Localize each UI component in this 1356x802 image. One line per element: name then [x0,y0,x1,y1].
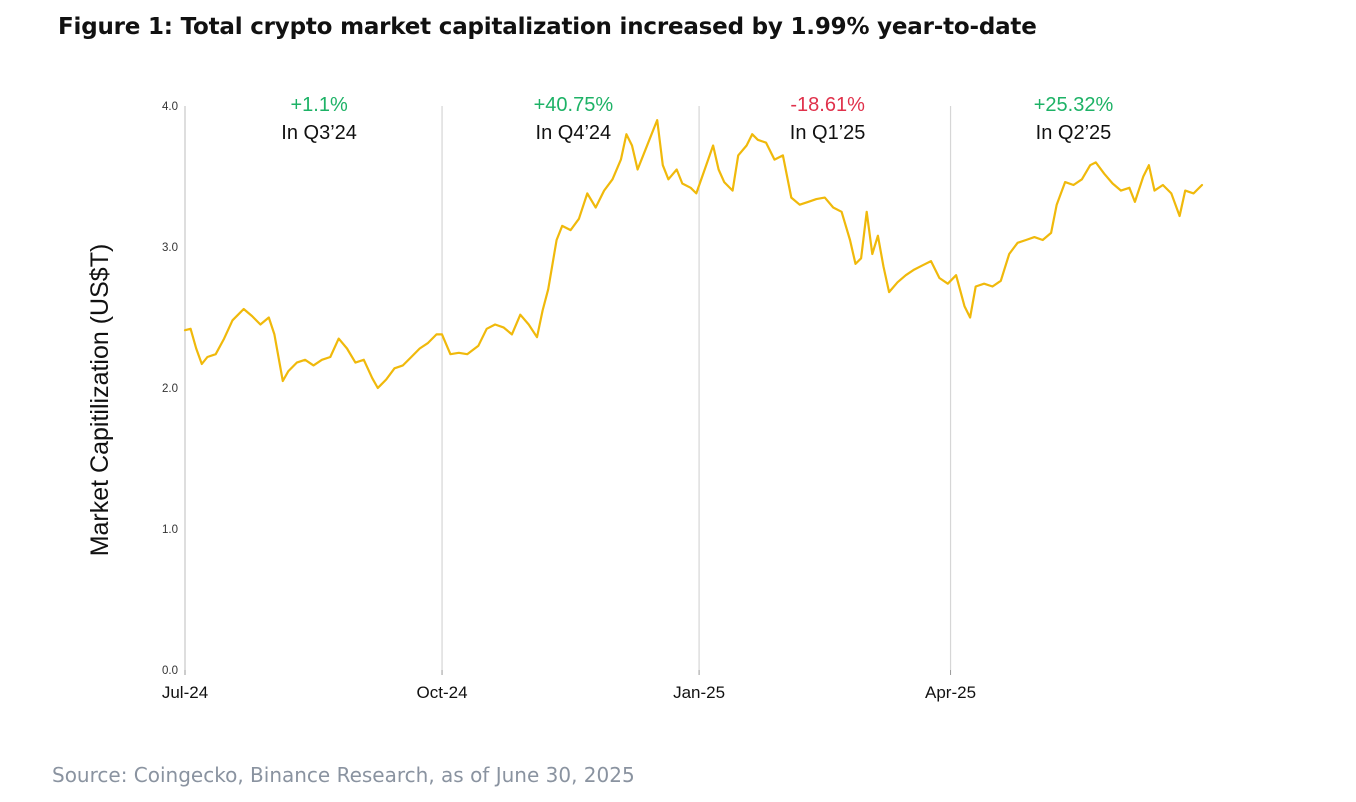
y-axis: 0.0 1.0 2.0 3.0 4.0 [162,101,186,677]
x-tick-label: Jul-24 [162,683,208,702]
quarter-period-label: In Q1’25 [790,122,866,144]
quarter-change-value: +40.75% [534,94,614,116]
y-tick-label: 2.0 [162,383,178,395]
y-tick-label: 0.0 [162,665,178,677]
quarter-period-label: In Q4’24 [536,122,612,144]
x-tick-label: Jan-25 [673,683,725,702]
quarter-dividers [441,106,952,670]
y-tick-label: 1.0 [162,524,178,536]
series-layer [183,118,1204,390]
x-tick-label: Apr-25 [925,683,976,702]
quarter-period-label: In Q2’25 [1036,122,1112,144]
market-cap-line-chart: 0.0 1.0 2.0 3.0 4.0 Jul-24 Oct-24 Jan-25 Apr-25… [86,94,1204,702]
quarter-annotations: +1.1% In Q3’24 +40.75% In Q4’24 -18.61% In Q1… [281,94,1113,144]
figure-title: Figure 1: Total crypto market capitaliza… [58,14,1037,40]
source-note: Source: Coingecko, Binance Research, as … [52,763,635,787]
x-tick-label: Oct-24 [417,683,468,702]
market-cap-series-line [183,118,1204,390]
quarter-change-value: +1.1% [290,94,347,116]
y-tick-label: 3.0 [162,242,178,254]
y-tick-label: 4.0 [162,101,178,113]
quarter-period-label: In Q3’24 [281,122,357,144]
quarter-change-value: +25.32% [1034,94,1114,116]
y-axis-label: Market Capitilization (US$T) [86,244,114,557]
quarter-change-value: -18.61% [790,94,865,116]
x-axis: Jul-24 Oct-24 Jan-25 Apr-25 [162,670,976,702]
